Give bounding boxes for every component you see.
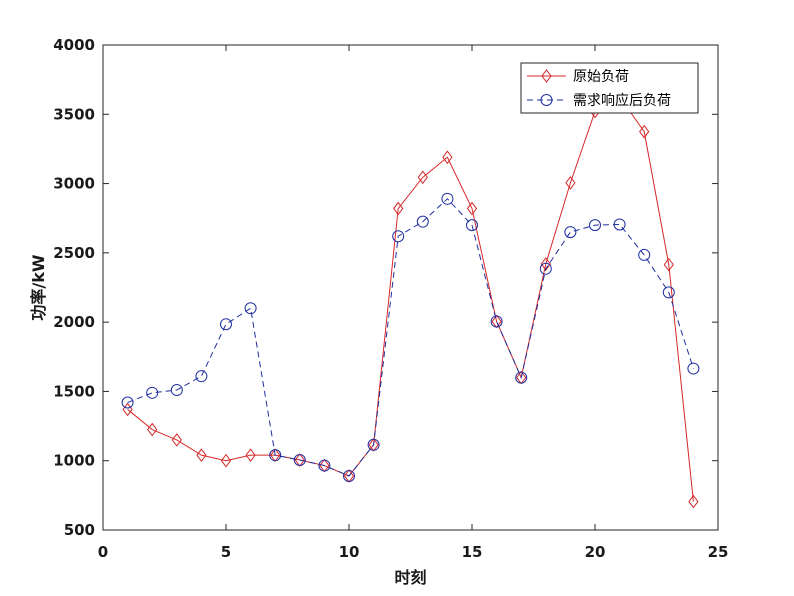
- data-point-circle: [343, 469, 355, 482]
- data-point-circle: [662, 286, 675, 299]
- y-tick-label: 500: [64, 521, 95, 539]
- data-point-circle: [416, 215, 429, 228]
- y-axis-label: 功率/kW: [29, 254, 48, 320]
- data-point-circle: [146, 386, 159, 399]
- y-tick-label: 4000: [53, 36, 95, 54]
- data-point-circle: [515, 371, 528, 384]
- data-point-circle: [589, 219, 601, 232]
- legend: 原始负荷 需求响应后负荷: [520, 62, 699, 114]
- y-tick-label: 2000: [53, 313, 95, 331]
- data-point-circle: [490, 315, 503, 328]
- data-point-circle: [121, 396, 134, 409]
- plot-area: [103, 45, 718, 530]
- data-point-circle: [318, 459, 331, 472]
- legend-diamond-marker: [541, 69, 552, 83]
- data-point-circle: [367, 438, 380, 451]
- legend-circle-marker: [540, 94, 553, 106]
- y-tick-label: 1500: [53, 382, 95, 400]
- y-tick-label: 2500: [53, 244, 95, 262]
- data-point-circle: [564, 226, 577, 239]
- data-point-diamond: [220, 453, 232, 468]
- data-point-diamond: [688, 494, 699, 509]
- data-point-circle: [195, 370, 208, 383]
- y-tick-label: 1000: [53, 452, 95, 470]
- data-point-diamond: [565, 176, 576, 190]
- x-tick-label: 5: [221, 543, 231, 561]
- x-tick-label: 0: [98, 543, 108, 561]
- data-point-diamond: [417, 170, 428, 185]
- data-point-circle: [441, 192, 454, 205]
- data-point-diamond: [368, 437, 379, 452]
- data-point-diamond: [196, 448, 207, 463]
- data-point-circle: [293, 454, 306, 467]
- x-tick-label: 20: [585, 543, 606, 561]
- data-point-circle: [539, 262, 552, 275]
- data-point-circle: [638, 248, 651, 261]
- data-point-diamond: [147, 422, 158, 437]
- plot-frame: [102, 44, 719, 531]
- x-tick-label: 15: [462, 543, 483, 561]
- legend-label-original: 原始负荷: [573, 69, 629, 85]
- x-tick-label: 10: [339, 543, 360, 561]
- data-point-diamond: [393, 201, 404, 216]
- data-point-diamond: [442, 150, 453, 165]
- data-point-circle: [220, 318, 232, 331]
- data-point-diamond: [466, 201, 478, 216]
- data-point-circle: [244, 302, 257, 315]
- legend-box: [520, 62, 699, 114]
- y-tick-label: 3000: [53, 175, 95, 193]
- data-point-circle: [613, 218, 626, 231]
- data-point-circle: [466, 219, 478, 232]
- x-tick-label: 25: [708, 543, 729, 561]
- x-axis-label: 时刻: [394, 568, 426, 587]
- data-point-circle: [687, 362, 700, 375]
- data-point-diamond: [171, 433, 182, 447]
- data-point-circle: [170, 384, 183, 397]
- ticks-layer: 0 5 10 15 20 25 500 1000 1500 2000 2500 3000 3500 400…: [53, 36, 728, 561]
- y-tick-label: 3500: [53, 105, 95, 123]
- data-point-diamond: [639, 124, 650, 139]
- data-point-diamond: [245, 448, 256, 463]
- legend-label-response: 需求响应后负荷: [573, 92, 671, 109]
- data-point-diamond: [663, 257, 674, 272]
- data-point-circle: [269, 449, 282, 462]
- data-point-circle: [392, 230, 405, 243]
